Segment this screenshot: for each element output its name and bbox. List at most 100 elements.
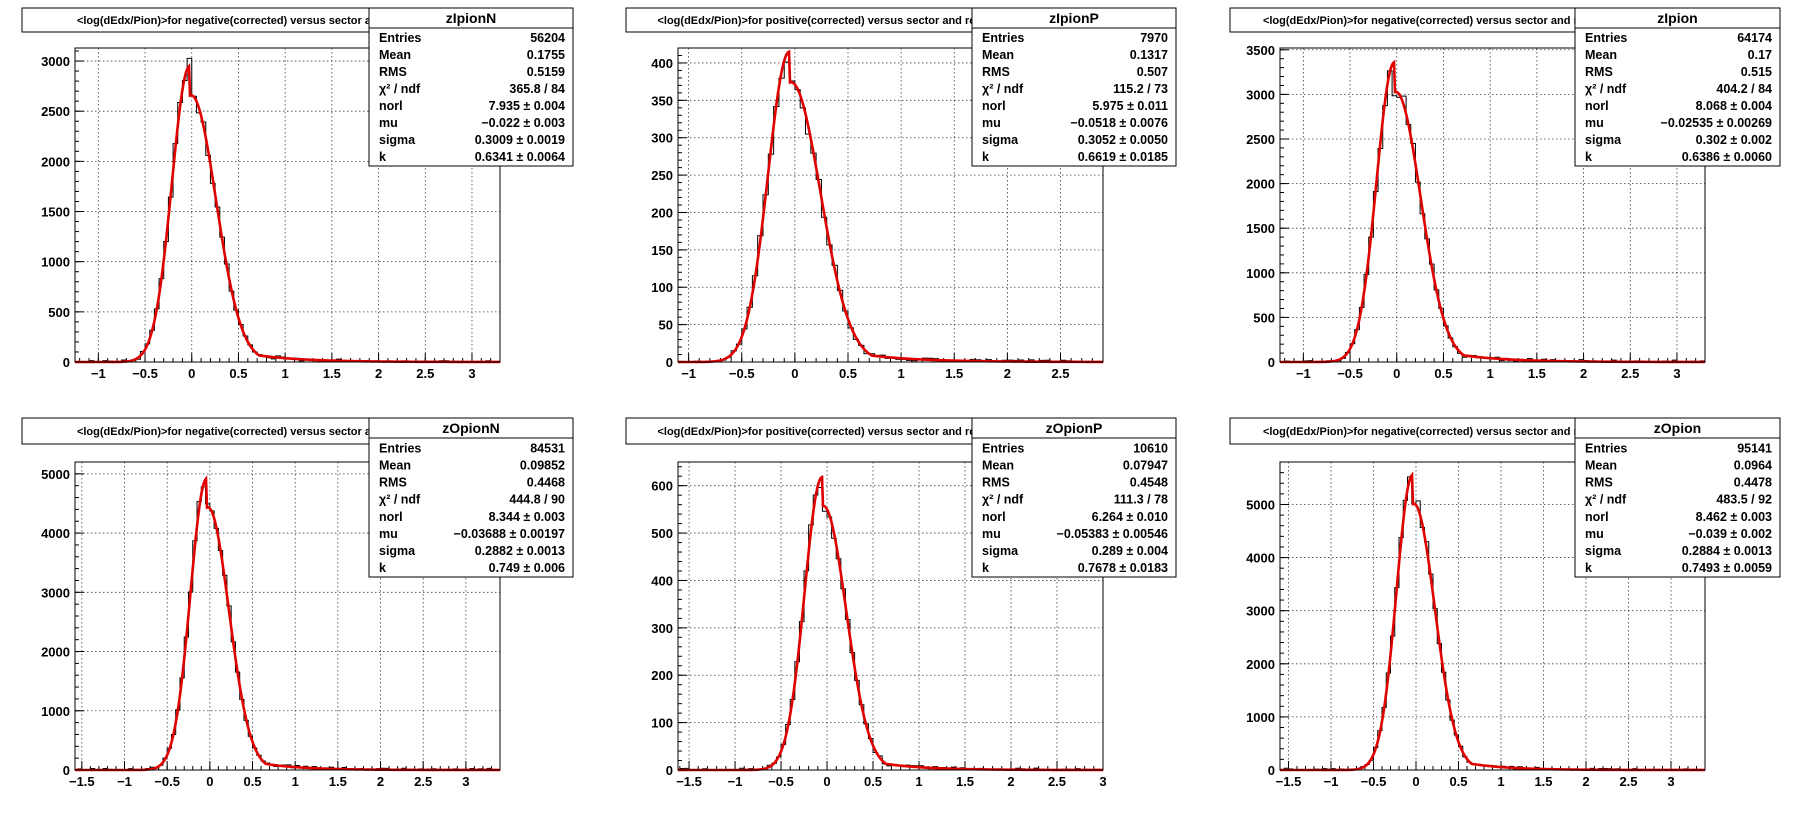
y-tick-label: 1000 — [41, 704, 70, 719]
stats-value: 8.068 ± 0.004 — [1696, 99, 1772, 113]
stats-label: mu — [982, 116, 1001, 130]
stats-value: 6.264 ± 0.010 — [1092, 510, 1168, 524]
x-tick-label: 1 — [1487, 366, 1494, 381]
chart-title: <log(dEdx/Pion)>for positive(corrected) … — [657, 15, 984, 27]
stats-label: k — [982, 150, 989, 164]
y-tick-label: 400 — [651, 56, 673, 71]
x-tick-label: −1 — [91, 366, 106, 381]
y-tick-label: 0 — [63, 355, 70, 370]
x-tick-label: 2 — [1004, 366, 1011, 381]
stats-label: χ² / ndf — [982, 493, 1024, 507]
chart-panel-zOpionP: −1.5 −1 −0.5 0 0.5 1 1.5 2 2.5 3 0 100 200 300 400 500 6… — [625, 417, 1177, 789]
y-tick-label: 2000 — [41, 645, 70, 660]
stats-label: RMS — [1585, 476, 1613, 490]
y-tick-label: 2500 — [41, 104, 70, 119]
stats-value: 56204 — [530, 31, 565, 45]
x-tick-label: −1 — [681, 366, 696, 381]
x-tick-label: 1 — [898, 366, 905, 381]
stats-box — [368, 417, 574, 578]
y-tick-label: 400 — [651, 573, 673, 588]
stats-value: 0.749 ± 0.006 — [489, 561, 565, 575]
stats-value: 64174 — [1737, 31, 1772, 45]
y-tick-label: 50 — [659, 318, 673, 333]
stats-label: Mean — [379, 458, 411, 472]
x-tick-label: 2 — [1007, 774, 1014, 789]
stats-label: Entries — [982, 441, 1024, 455]
stats-value: 7970 — [1140, 31, 1168, 45]
y-tick-label: 5000 — [41, 467, 70, 482]
stats-value: 95141 — [1737, 441, 1772, 455]
stats-value: 0.6386 ± 0.0060 — [1682, 150, 1772, 164]
x-tick-label: −1 — [1296, 366, 1311, 381]
stats-value: 10610 — [1133, 441, 1168, 455]
stats-value: 0.07947 — [1123, 458, 1168, 472]
y-tick-label: 2500 — [1246, 132, 1275, 147]
y-tick-label: 1000 — [41, 255, 70, 270]
stats-box — [971, 417, 1177, 578]
y-tick-label: 0 — [666, 355, 673, 370]
stats-label: RMS — [1585, 65, 1613, 79]
y-tick-label: 0 — [1268, 763, 1275, 778]
chart-title: <log(dEdx/Pion)>for negative(corrected) … — [77, 15, 408, 27]
stats-value: 444.8 / 90 — [509, 493, 565, 507]
x-tick-label: 2 — [1580, 366, 1587, 381]
stats-label: RMS — [982, 65, 1010, 79]
stats-value: 0.7678 ± 0.0183 — [1078, 561, 1168, 575]
stats-title: zOpion — [1654, 420, 1701, 436]
x-tick-label: 0 — [823, 774, 830, 789]
chart-panel-zIpion: −1 −0.5 0 0.5 1 1.5 2 2.5 3 0 500 1000 1500 2000 2500 3… — [1229, 7, 1781, 381]
stats-label: Mean — [982, 48, 1014, 62]
x-tick-label: 1.5 — [323, 366, 341, 381]
x-tick-label: 1.5 — [329, 774, 347, 789]
y-tick-label: 1500 — [1246, 221, 1275, 236]
y-tick-label: 1000 — [1246, 266, 1275, 281]
stats-box — [368, 7, 574, 167]
x-tick-label: −0.5 — [154, 774, 180, 789]
stats-label: RMS — [379, 65, 407, 79]
stats-title: zOpionN — [442, 420, 500, 436]
y-tick-label: 300 — [651, 131, 673, 146]
stats-label: sigma — [982, 133, 1019, 147]
y-tick-label: 4000 — [1246, 551, 1275, 566]
stats-label: k — [1585, 150, 1592, 164]
stats-label: Entries — [379, 31, 421, 45]
stats-label: Mean — [1585, 48, 1617, 62]
x-tick-label: −0.5 — [132, 366, 158, 381]
stats-box — [1574, 417, 1781, 578]
x-tick-label: 0 — [188, 366, 195, 381]
y-tick-label: 1500 — [41, 205, 70, 220]
stats-label: mu — [1585, 527, 1604, 541]
stats-label: RMS — [982, 476, 1010, 490]
y-tick-label: 0 — [1268, 355, 1275, 370]
stats-label: χ² / ndf — [982, 82, 1024, 96]
x-tick-label: 1.5 — [956, 774, 974, 789]
plot-frame — [677, 461, 1104, 771]
title-box — [1229, 417, 1627, 445]
x-tick-label: 0 — [1412, 774, 1419, 789]
y-tick-label: 4000 — [41, 526, 70, 541]
stats-label: mu — [982, 527, 1001, 541]
x-tick-label: 3 — [468, 366, 475, 381]
y-tick-label: 500 — [1253, 310, 1275, 325]
stats-label: k — [379, 150, 386, 164]
stats-label: norl — [379, 510, 403, 524]
stats-value: 0.7493 ± 0.0059 — [1682, 561, 1772, 575]
x-tick-label: 3 — [1099, 774, 1106, 789]
stats-value: 5.975 ± 0.011 — [1092, 99, 1168, 113]
x-tick-label: 0 — [791, 366, 798, 381]
chart-title: <log(dEdx/Pion)>for negative(corrected) … — [1263, 426, 1594, 438]
stats-label: norl — [982, 510, 1006, 524]
x-tick-label: −0.5 — [1337, 366, 1363, 381]
x-tick-label: −1.5 — [676, 774, 702, 789]
chart-panel-zOpionN: −1.5 −1 −0.5 0 0.5 1 1.5 2 2.5 3 0 1000 2000 3000 4000… — [21, 417, 574, 789]
y-tick-label: 2000 — [1246, 177, 1275, 192]
stats-label: sigma — [1585, 544, 1622, 558]
x-tick-label: −1.5 — [1276, 774, 1302, 789]
x-tick-label: 0.5 — [1449, 774, 1467, 789]
stats-title: zOpionP — [1046, 420, 1103, 436]
title-box — [1229, 7, 1627, 33]
stats-value: 365.8 / 84 — [509, 82, 565, 96]
stats-label: χ² / ndf — [379, 82, 421, 96]
stats-value: 0.0964 — [1734, 458, 1772, 472]
stats-label: k — [1585, 561, 1592, 575]
